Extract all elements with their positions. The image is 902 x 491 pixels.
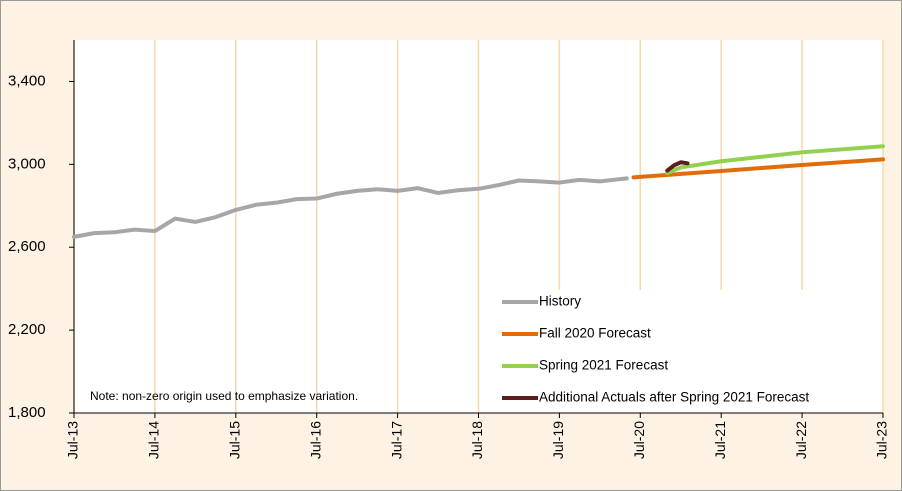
series-line (665, 144, 885, 176)
legend-label: Fall 2020 Forecast (539, 326, 651, 341)
x-tick-label: Jul-23 (874, 421, 890, 459)
series-line (72, 176, 629, 239)
legend-label: Additional Actuals after Spring 2021 For… (539, 390, 809, 405)
x-tick-label: Jul-16 (307, 421, 323, 459)
x-tick-label: Jul-21 (712, 421, 728, 459)
legend-label: History (539, 294, 581, 309)
y-tick-label: 3,000 (8, 155, 46, 172)
y-tick-label: 3,400 (8, 72, 46, 89)
note: Note: non-zero origin used to emphasize … (90, 389, 358, 403)
series-line (665, 160, 690, 173)
x-tick-label: Jul-14 (146, 421, 162, 459)
legend-label: Spring 2021 Forecast (539, 358, 668, 373)
x-tick-label: Jul-17 (388, 421, 404, 459)
x-tick-label: Jul-15 (227, 421, 243, 459)
x-tick-label: Jul-13 (65, 421, 81, 459)
x-tick-label: Jul-19 (550, 421, 566, 459)
series-line (631, 157, 885, 180)
y-tick-label: 1,800 (8, 404, 46, 421)
legend-box (481, 290, 880, 412)
x-tick-label: Jul-22 (793, 421, 809, 459)
y-tick-label: 2,200 (8, 321, 46, 338)
x-tick-label: Jul-18 (469, 421, 485, 459)
x-tick-label: Jul-20 (631, 421, 647, 459)
y-tick-label: 2,600 (8, 238, 46, 255)
